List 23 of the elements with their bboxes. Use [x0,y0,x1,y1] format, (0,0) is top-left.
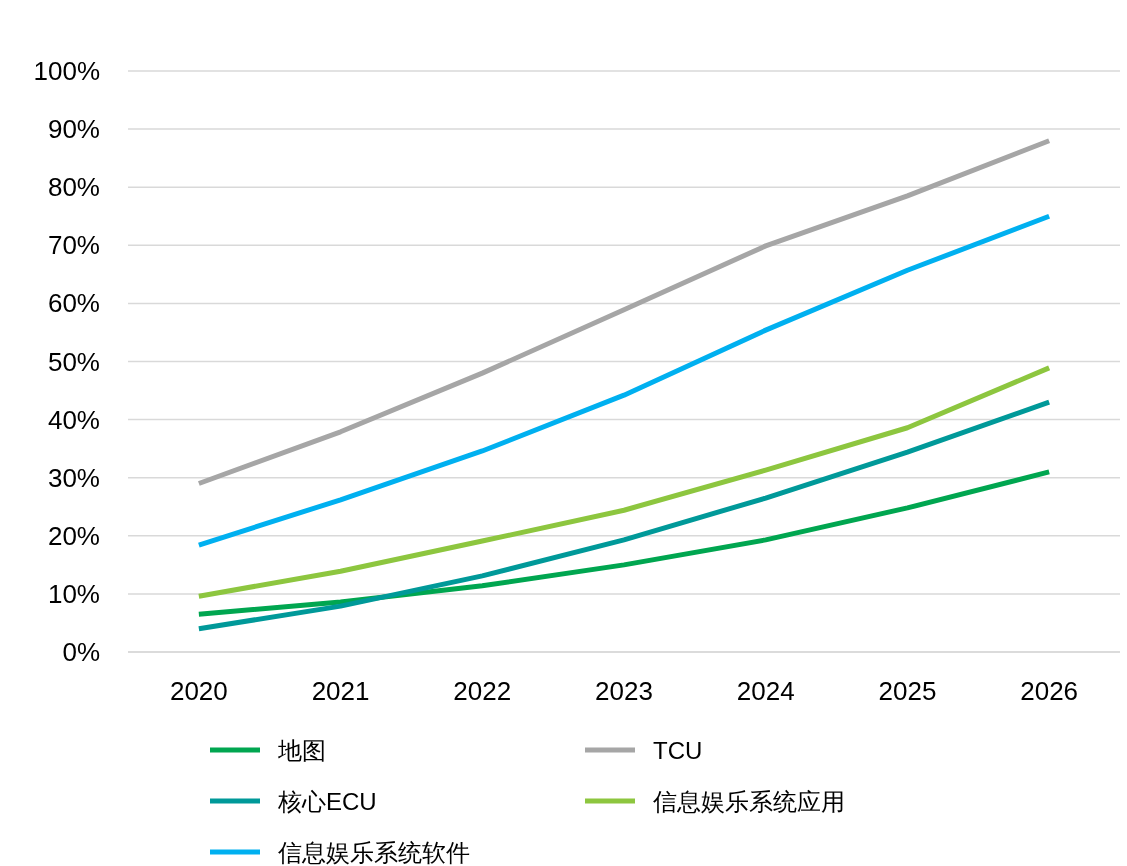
x-tick-label: 2021 [311,676,370,706]
y-tick-label: 80% [47,172,100,203]
x-tick-label: 2026 [1020,676,1079,706]
legend-label: TCU [653,737,703,764]
y-tick-label: 50% [47,346,100,377]
x-tick-label: 2022 [453,676,512,706]
y-tick-label: 90% [47,114,100,145]
y-tick-label: 0% [62,637,100,667]
legend-label: 核心ECU [277,788,377,815]
x-tick-label: 2024 [736,676,795,706]
legend-label: 地图 [277,737,326,764]
y-tick-label: 70% [47,230,100,261]
y-tick-label: 100% [33,56,100,86]
legend-label: 信息娱乐系统软件 [278,839,470,866]
y-tick-label: 20% [47,520,100,551]
y-tick-label: 60% [47,288,100,319]
x-tick-label: 2025 [878,676,937,706]
legend-label: 信息娱乐系统应用 [653,788,845,815]
y-tick-label: 10% [47,578,100,609]
x-tick-label: 2020 [169,676,228,706]
y-tick-label: 30% [47,462,100,493]
x-tick-label: 2023 [595,676,653,706]
y-tick-label: 40% [47,404,100,435]
